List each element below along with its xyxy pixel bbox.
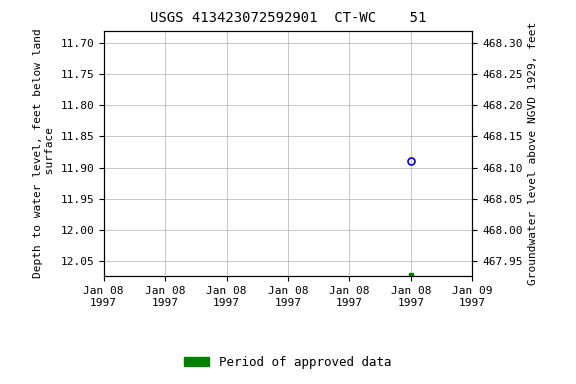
Y-axis label: Depth to water level, feet below land
 surface: Depth to water level, feet below land su…	[33, 29, 55, 278]
Legend: Period of approved data: Period of approved data	[179, 351, 397, 374]
Y-axis label: Groundwater level above NGVD 1929, feet: Groundwater level above NGVD 1929, feet	[528, 22, 538, 285]
Title: USGS 413423072592901  CT-WC    51: USGS 413423072592901 CT-WC 51	[150, 12, 426, 25]
